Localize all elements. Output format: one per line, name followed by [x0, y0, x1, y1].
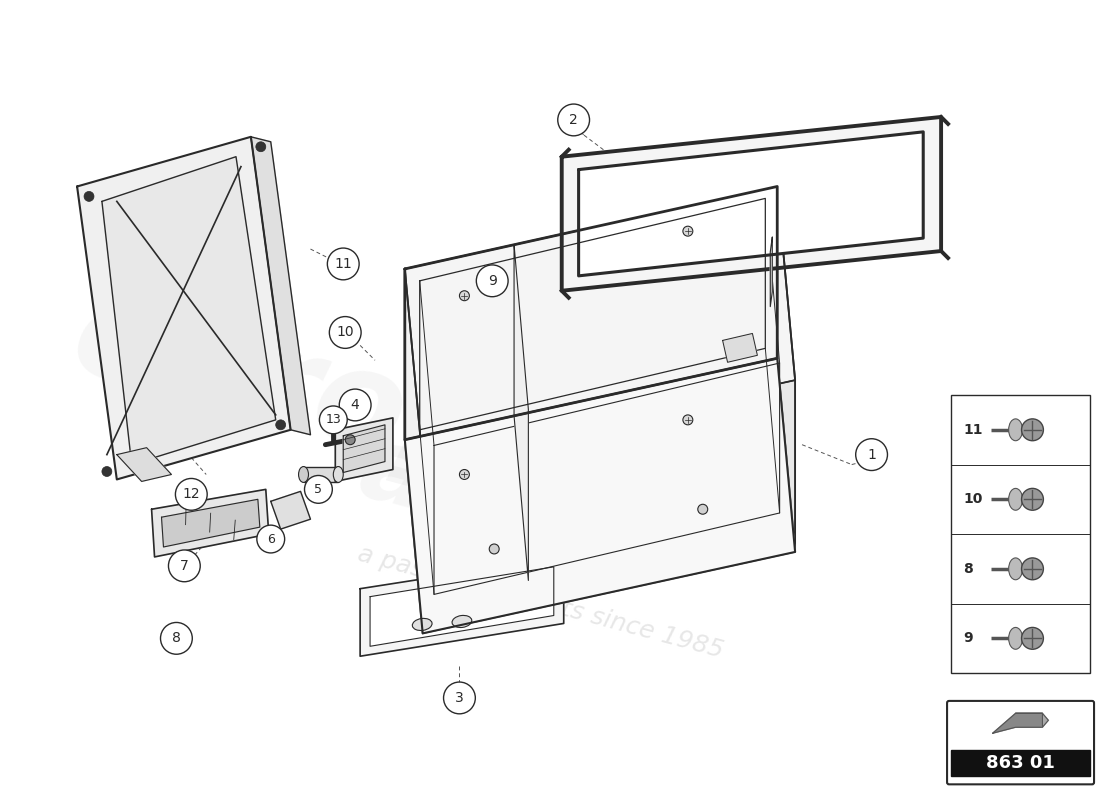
Text: 1: 1 — [867, 448, 876, 462]
Text: europ: europ — [59, 271, 512, 506]
Text: 9: 9 — [962, 631, 972, 646]
Circle shape — [256, 142, 266, 152]
Text: 8: 8 — [962, 562, 972, 576]
Text: 4: 4 — [351, 398, 360, 412]
Ellipse shape — [1009, 558, 1023, 580]
Circle shape — [339, 389, 371, 421]
Bar — [952, 395, 1090, 673]
Bar — [952, 750, 1090, 776]
Text: 6: 6 — [267, 533, 275, 546]
Polygon shape — [405, 186, 795, 462]
Polygon shape — [360, 557, 563, 656]
Circle shape — [328, 248, 359, 280]
Circle shape — [102, 466, 112, 477]
Circle shape — [319, 406, 348, 434]
Circle shape — [460, 290, 470, 301]
Ellipse shape — [1022, 627, 1044, 650]
Polygon shape — [77, 137, 290, 479]
Text: 11: 11 — [962, 422, 982, 437]
Ellipse shape — [412, 618, 432, 630]
Ellipse shape — [1022, 419, 1044, 441]
Text: 9: 9 — [487, 274, 496, 288]
Circle shape — [558, 104, 590, 136]
Polygon shape — [336, 418, 393, 482]
Bar — [304, 466, 339, 482]
Circle shape — [476, 265, 508, 297]
Circle shape — [697, 504, 707, 514]
Polygon shape — [778, 186, 795, 552]
Text: 8: 8 — [172, 631, 180, 646]
Ellipse shape — [1022, 488, 1044, 510]
Circle shape — [161, 622, 192, 654]
Circle shape — [276, 420, 286, 430]
Polygon shape — [579, 132, 923, 276]
Circle shape — [175, 478, 207, 510]
Ellipse shape — [452, 615, 472, 627]
Text: 5: 5 — [315, 483, 322, 496]
Circle shape — [856, 438, 888, 470]
Text: ares: ares — [349, 418, 620, 581]
Circle shape — [443, 682, 475, 714]
Text: 10: 10 — [962, 492, 982, 506]
Circle shape — [305, 475, 332, 503]
Text: 13: 13 — [326, 414, 341, 426]
Polygon shape — [422, 380, 795, 634]
Text: 11: 11 — [334, 257, 352, 271]
Polygon shape — [562, 117, 942, 290]
Ellipse shape — [1009, 419, 1023, 441]
Circle shape — [683, 226, 693, 236]
Ellipse shape — [333, 466, 343, 482]
Text: 2: 2 — [570, 113, 578, 127]
Polygon shape — [992, 714, 1043, 733]
Polygon shape — [152, 490, 268, 557]
Circle shape — [256, 525, 285, 553]
Polygon shape — [1015, 714, 1048, 727]
Text: 10: 10 — [337, 326, 354, 339]
Circle shape — [345, 434, 355, 445]
Text: 863 01: 863 01 — [986, 754, 1055, 772]
Polygon shape — [117, 448, 172, 482]
Polygon shape — [723, 334, 758, 362]
Circle shape — [168, 550, 200, 582]
Polygon shape — [251, 137, 310, 434]
Polygon shape — [102, 157, 276, 465]
Polygon shape — [770, 237, 772, 306]
Ellipse shape — [298, 466, 308, 482]
Polygon shape — [162, 499, 260, 547]
Ellipse shape — [1009, 627, 1023, 650]
Circle shape — [683, 415, 693, 425]
Text: 12: 12 — [183, 487, 200, 502]
Polygon shape — [514, 245, 528, 581]
Polygon shape — [405, 269, 422, 634]
Ellipse shape — [1022, 558, 1044, 580]
Text: 3: 3 — [455, 691, 464, 705]
Text: 7: 7 — [180, 559, 189, 573]
Polygon shape — [370, 567, 553, 646]
Polygon shape — [405, 358, 795, 634]
FancyBboxPatch shape — [947, 701, 1094, 784]
Ellipse shape — [1009, 488, 1023, 510]
Circle shape — [84, 191, 94, 202]
Polygon shape — [271, 491, 310, 529]
Circle shape — [329, 317, 361, 348]
Text: a passion for parts since 1985: a passion for parts since 1985 — [355, 542, 726, 663]
Polygon shape — [343, 425, 385, 473]
Circle shape — [490, 544, 499, 554]
Circle shape — [460, 470, 470, 479]
